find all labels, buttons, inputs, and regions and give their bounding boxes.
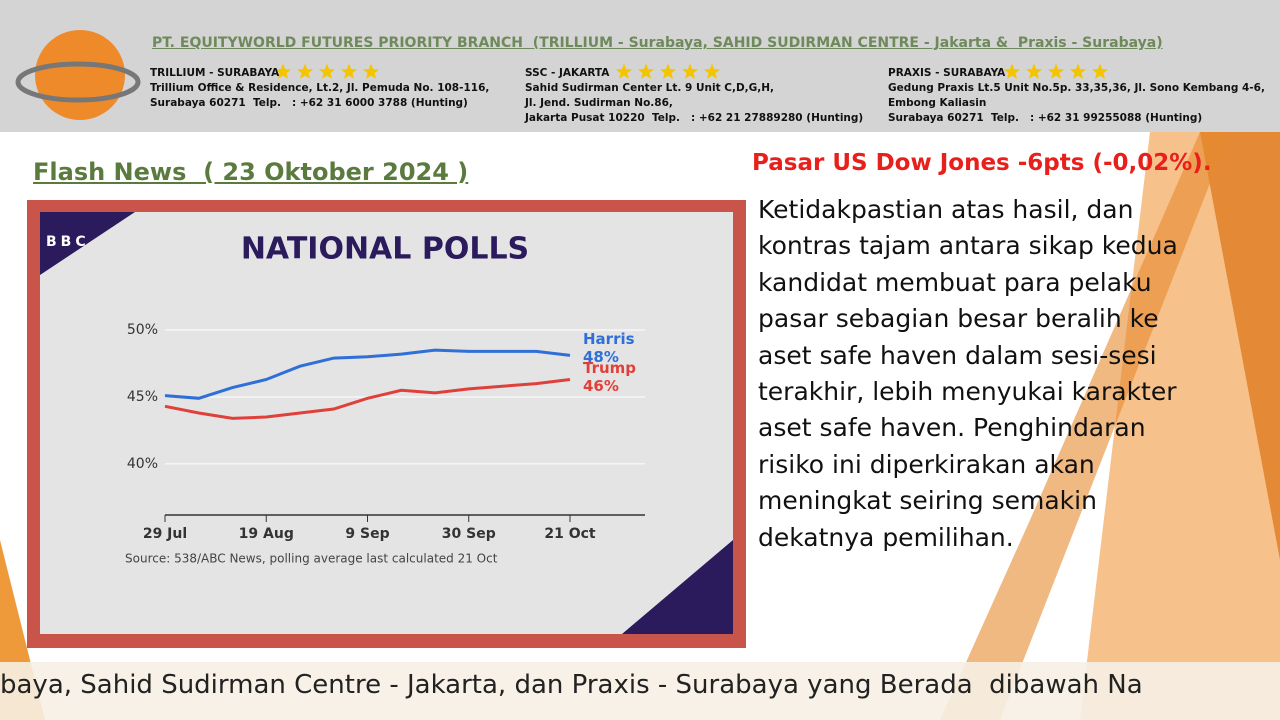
body-line: terakhir, lebih menyukai karakter	[758, 377, 1177, 406]
body-line: kandidat membuat para pelaku	[758, 267, 1152, 297]
decor	[622, 540, 733, 634]
star	[274, 63, 292, 79]
office-name: TRILLIUM - SURABAYA	[150, 67, 280, 79]
star	[615, 63, 633, 79]
office-name: PRAXIS - SURABAYA	[888, 67, 1006, 79]
series-label: Harris	[583, 330, 635, 348]
office-line: Embong Kaliasin	[888, 97, 987, 109]
star	[681, 63, 699, 79]
office-line: Jakarta Pusat 10220 Telp. : +62 21 27889…	[525, 112, 864, 124]
office-line: Gedung Praxis Lt.5 Unit No.5p. 33,35,36,…	[888, 82, 1265, 94]
value-label: 48%	[583, 348, 619, 366]
x-tick-label: 19 Aug	[239, 526, 294, 542]
logo	[35, 30, 125, 120]
star	[637, 63, 655, 79]
body-line: kontras tajam antara sikap kedua	[758, 231, 1178, 261]
body-line: meningkat seiring semakin	[758, 486, 1097, 516]
line-series	[164, 378, 571, 420]
star	[1003, 63, 1021, 79]
company-name: PT. EQUITYWORLD FUTURES PRIORITY BRANCH …	[152, 35, 1163, 51]
body-line: risiko ini diperkirakan akan	[758, 449, 1095, 479]
y-tick-label: 45%	[127, 389, 158, 405]
office-line: Jl. Jend. Sudirman No.86,	[525, 97, 673, 109]
office-line: Sahid Sudirman Center Lt. 9 Unit C,D,G,H…	[525, 82, 775, 94]
chart-title: NATIONAL POLLS	[241, 232, 529, 267]
star	[1069, 63, 1087, 79]
decor	[940, 132, 1230, 720]
office-name: SSC - JAKARTA	[525, 67, 610, 79]
y-tick-label: 40%	[127, 456, 158, 472]
office-line: Surabaya 60271 Telp. : +62 31 6000 3788 …	[150, 97, 468, 109]
series-label: Trump	[583, 359, 636, 377]
x-tick-label: 29 Jul	[143, 526, 187, 542]
star	[1091, 63, 1109, 79]
star	[1047, 63, 1065, 79]
chart-panel	[40, 212, 733, 634]
body-line: aset safe haven dalam sesi-sesi	[758, 340, 1157, 370]
star	[318, 63, 336, 79]
x-tick-label: 9 Sep	[345, 526, 389, 542]
y-tick-label: 50%	[127, 322, 158, 338]
body-line: dekatnya pemilihan.	[758, 522, 1014, 552]
body-line: pasar sebagian besar beralih ke	[758, 304, 1159, 334]
star	[703, 63, 721, 79]
flash-title: Flash News ( 23 Oktober 2024 )	[33, 158, 469, 186]
line-series	[164, 348, 571, 400]
office-line: Surabaya 60271 Telp. : +62 31 99255088 (…	[888, 112, 1203, 124]
logo-ring	[15, 61, 141, 103]
decor	[1200, 132, 1280, 560]
office-line: Trillium Office & Residence, Lt.2, Jl. P…	[150, 82, 490, 94]
ticker-bar	[0, 662, 1280, 720]
star	[296, 63, 314, 79]
body-line: Ketidakpastian atas hasil, dan	[758, 195, 1134, 224]
body-line: aset safe haven. Penghindaran	[758, 413, 1146, 443]
x-tick-label: 21 Oct	[544, 526, 596, 542]
decor	[40, 212, 135, 275]
header-bar	[0, 0, 1280, 132]
star	[1025, 63, 1043, 79]
x-tick-label: 30 Sep	[442, 526, 496, 542]
ticker: baya, Sahid Sudirman Centre - Jakarta, d…	[0, 670, 1143, 700]
brand: BBC	[46, 234, 90, 250]
star	[659, 63, 677, 79]
headline: Pasar US Dow Jones -6pts (-0,02%).	[752, 150, 1212, 176]
star	[362, 63, 380, 79]
chart-source: Source: 538/ABC News, polling average la…	[125, 552, 498, 566]
value-label: 46%	[583, 377, 619, 395]
star	[340, 63, 358, 79]
